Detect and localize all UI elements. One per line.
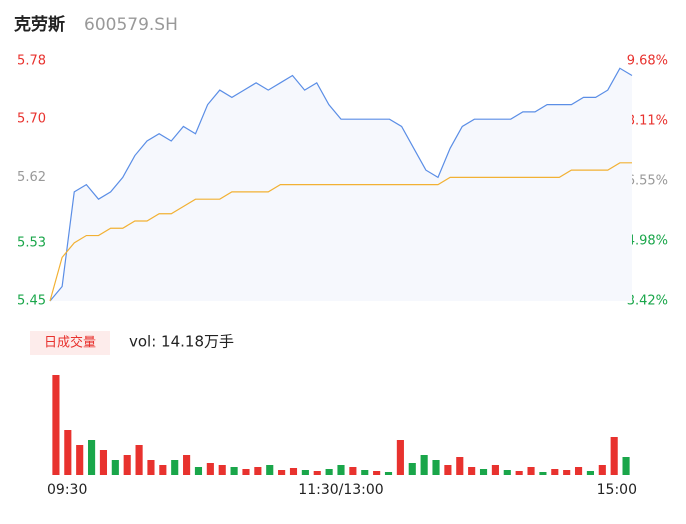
volume-tag-bg [30, 331, 110, 355]
volume-bar [574, 467, 583, 475]
volume-bar [230, 467, 238, 475]
volume-bar [384, 472, 393, 475]
volume-bar [396, 440, 404, 475]
average-line [49, 162, 632, 302]
y2-tick-label: 3.42% [627, 294, 668, 309]
stock-code: 600579.SH [84, 15, 178, 35]
volume-bar [444, 465, 452, 475]
volume-bar [563, 470, 571, 475]
volume-bar [622, 457, 630, 475]
volume-bar [610, 437, 618, 475]
volume-bar [183, 455, 191, 475]
volume-bar [586, 471, 594, 475]
volume-bar [159, 465, 167, 475]
x-tick-label: 09:30 [47, 482, 87, 498]
volume-bar [147, 460, 155, 475]
volume-label: vol: 14.18万手 [129, 333, 234, 351]
volume-bar [373, 471, 381, 475]
volume-bar [337, 465, 345, 475]
price-line [49, 67, 633, 302]
y2-tick-label: 9.68% [627, 54, 668, 69]
volume-bar [313, 471, 321, 475]
volume-bar [289, 468, 298, 475]
volume-bar [515, 471, 523, 475]
volume-bar [266, 465, 274, 475]
volume-bar [432, 460, 440, 475]
volume-bar [420, 455, 428, 475]
y-tick-label: 5.62 [17, 170, 46, 185]
volume-bar [361, 470, 369, 475]
y-tick-label: 5.45 [17, 294, 46, 309]
volume-bar [479, 469, 488, 475]
volume-bar [194, 467, 203, 475]
volume-bar [456, 457, 464, 475]
volume-bar [242, 469, 250, 475]
volume-title: 日成交量 [44, 335, 96, 351]
volume-bar [325, 469, 333, 475]
volume-bar [408, 463, 416, 475]
x-tick-label: 11:30/13:00 [298, 482, 383, 498]
volume-bar [278, 470, 286, 475]
volume-bar [598, 465, 606, 475]
volume-bar [527, 467, 535, 475]
volume-bar [135, 445, 143, 475]
volume-bar [301, 470, 309, 475]
volume-bar [64, 430, 72, 475]
volume-bar [218, 465, 226, 475]
volume-bar [206, 463, 214, 475]
volume-bar [171, 460, 179, 475]
y-tick-label: 5.78 [17, 54, 46, 69]
y-tick-label: 5.70 [17, 112, 46, 127]
volume-bar [123, 455, 131, 475]
volume-bar [551, 469, 559, 475]
volume-bar [76, 445, 84, 475]
volume-bar [539, 472, 547, 475]
stock-name: 克劳斯 [14, 14, 65, 35]
volume-bar [88, 440, 96, 475]
volume-bar [99, 450, 108, 475]
volume-bar [254, 467, 262, 475]
y2-tick-label: 6.55% [627, 174, 668, 189]
volume-bar [52, 375, 60, 475]
volume-bar [349, 467, 357, 475]
volume-bar [503, 470, 511, 475]
volume-bar [491, 465, 499, 475]
y2-tick-label: 8.11% [627, 114, 668, 129]
x-tick-label: 15:00 [597, 482, 637, 498]
y-tick-label: 5.53 [17, 235, 46, 250]
volume-bar [111, 460, 119, 475]
volume-bar [468, 467, 476, 475]
y2-tick-label: 4.98% [627, 234, 668, 249]
